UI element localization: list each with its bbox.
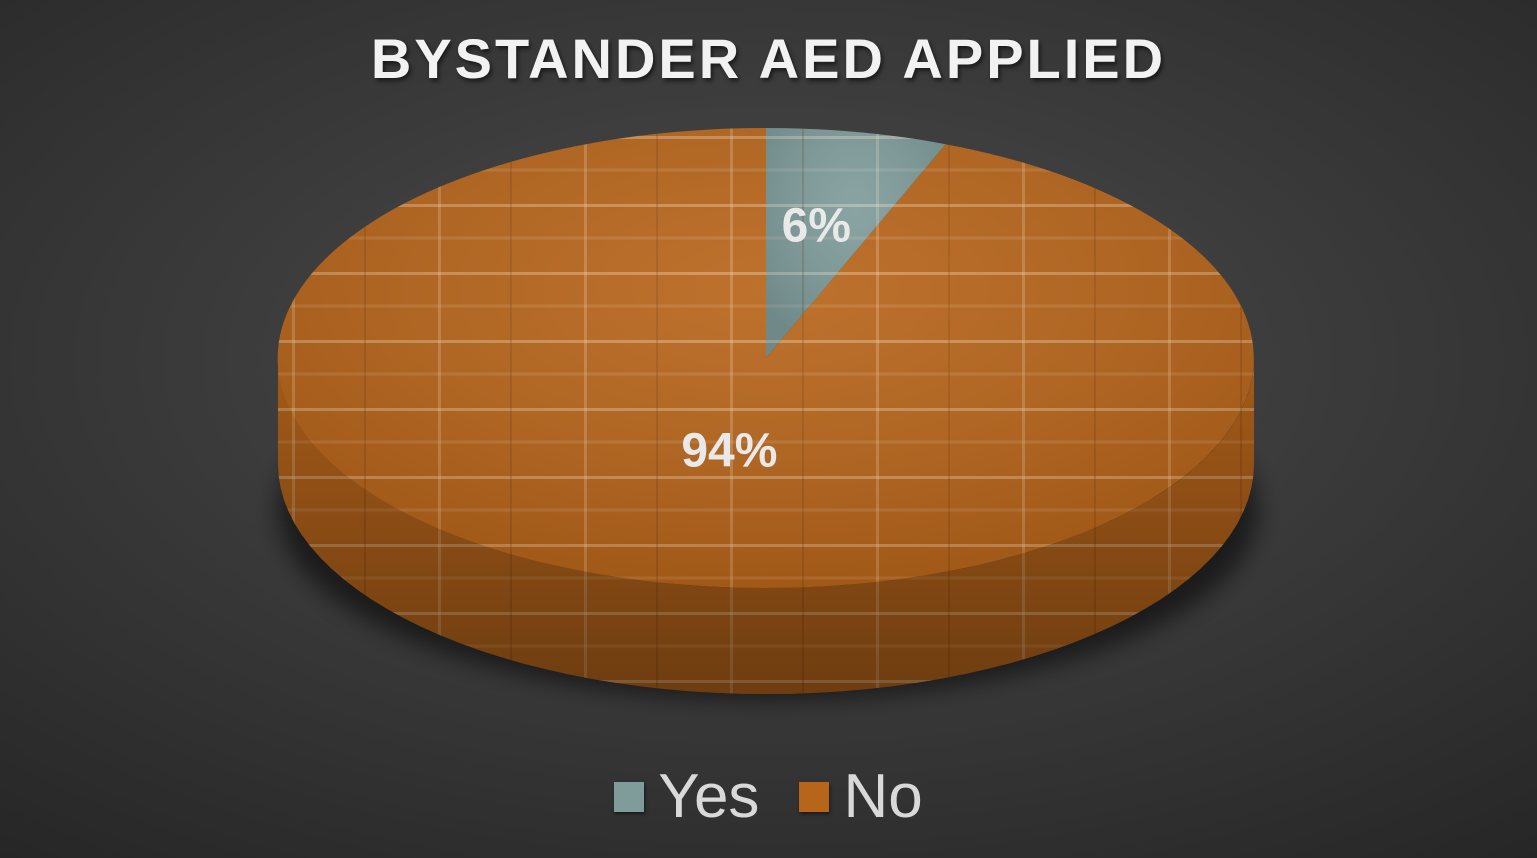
legend: Yes No: [0, 766, 1537, 828]
legend-swatch-yes: [614, 782, 645, 812]
legend-label-no: No: [843, 762, 923, 831]
pie-slice-yes-shade: [766, 128, 946, 358]
chart-title: BYSTANDER AED APPLIED: [370, 27, 1167, 90]
pie-sides: [278, 358, 1254, 694]
pie-labels: 6% 94%: [681, 200, 851, 478]
pie-slice-no-shade: [277, 127, 1254, 588]
data-label-yes: 6%: [782, 200, 851, 253]
legend-item-no: No: [799, 762, 923, 831]
pie-tops: [277, 127, 1254, 588]
legend-item-yes: Yes: [614, 766, 759, 828]
legend-swatch-no: [799, 782, 830, 812]
legend-label-yes: Yes: [658, 762, 760, 831]
data-label-no: 94%: [681, 424, 777, 477]
pie-side-no-shade: [278, 358, 1254, 694]
